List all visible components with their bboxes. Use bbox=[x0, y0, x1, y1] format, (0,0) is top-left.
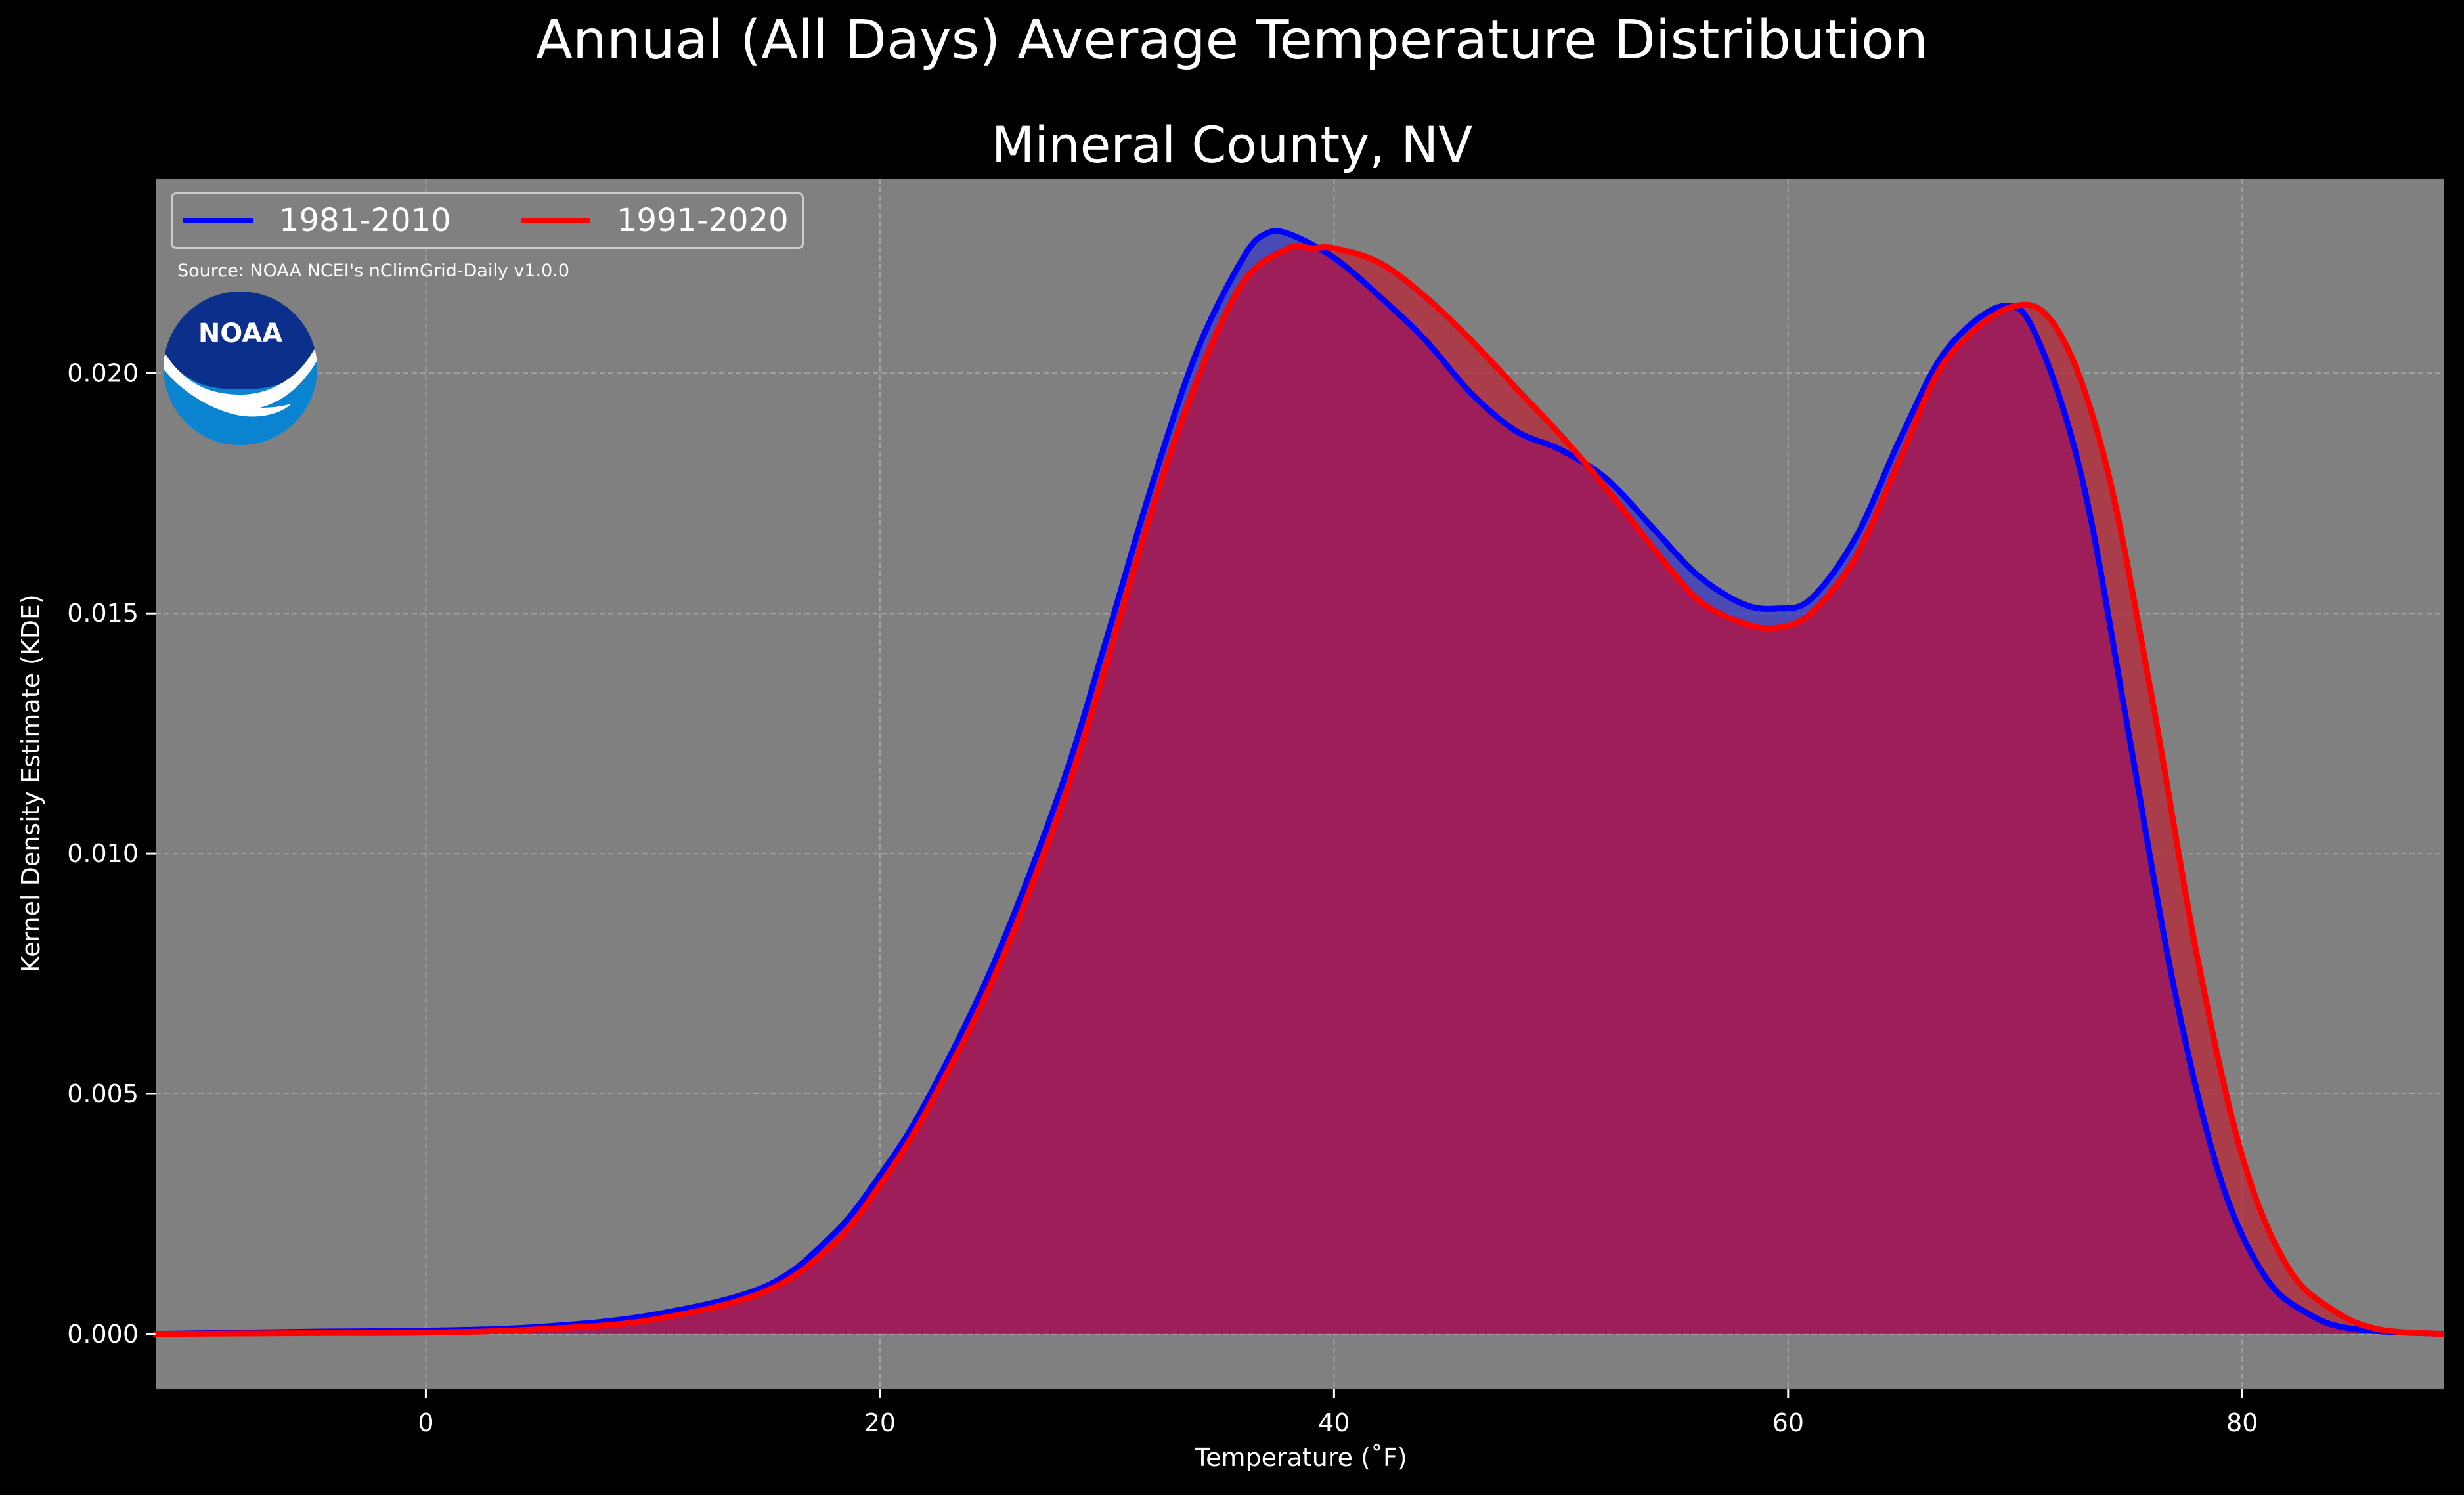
noaa-logo: NOAA bbox=[164, 292, 317, 445]
legend-label-series-1: 1981-2010 bbox=[279, 202, 451, 239]
legend-swatch-series-1 bbox=[183, 218, 253, 223]
chart-title: Annual (All Days) Average Temperature Di… bbox=[535, 9, 1929, 72]
legend-entry-series-2: 1991-2020 bbox=[521, 194, 789, 247]
legend-swatch-series-2 bbox=[521, 218, 590, 223]
legend: 1981-2010 1991-2020 bbox=[171, 192, 804, 249]
y-tick-label: 0.000 bbox=[67, 1320, 139, 1349]
y-tick-label: 0.020 bbox=[67, 358, 139, 387]
series-overlap-fill bbox=[153, 246, 2444, 1334]
x-axis-label: Temperature (˚F) bbox=[1195, 1443, 1407, 1472]
y-axis-label: Kernel Density Estimate (KDE) bbox=[16, 594, 45, 972]
x-tick-label: 40 bbox=[1318, 1408, 1350, 1437]
x-tick-label: 60 bbox=[1772, 1408, 1804, 1437]
x-tick-label: 0 bbox=[418, 1408, 433, 1437]
legend-label-series-2: 1991-2020 bbox=[617, 202, 789, 239]
y-tick-label: 0.010 bbox=[67, 839, 139, 868]
noaa-logo-text: NOAA bbox=[198, 318, 282, 349]
y-tick-label: 0.005 bbox=[67, 1079, 139, 1108]
series-2-line bbox=[153, 242, 2445, 1337]
x-tick-label: 80 bbox=[2226, 1408, 2258, 1437]
x-tick-label: 20 bbox=[864, 1408, 896, 1437]
y-tick-label: 0.015 bbox=[67, 599, 139, 628]
series-1-line bbox=[153, 228, 2445, 1337]
axes-frame bbox=[155, 178, 2445, 1390]
chart-subtitle: Mineral County, NV bbox=[991, 116, 1473, 174]
legend-entry-series-1: 1981-2010 bbox=[183, 194, 451, 247]
source-note: Source: NOAA NCEI's nClimGrid-Daily v1.0… bbox=[177, 261, 570, 281]
